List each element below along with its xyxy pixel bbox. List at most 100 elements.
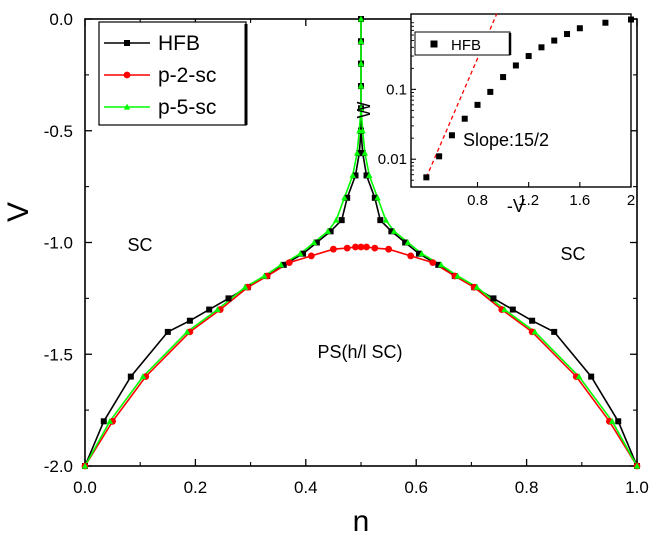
y-tick-label: 0.0	[49, 10, 73, 29]
data-point-HFB	[186, 317, 193, 324]
data-point-p-5-sc	[139, 373, 147, 380]
main-data-layer	[81, 15, 641, 470]
inset-x-tick-label: 2	[627, 192, 635, 209]
data-point-p-5-sc	[404, 239, 412, 246]
region-label-sc-left: SC	[127, 235, 152, 255]
data-point-HFB	[300, 250, 307, 257]
data-point-p-5-sc	[106, 417, 113, 424]
y-tick-label: -0.5	[44, 122, 73, 141]
x-tick-label: 0.6	[404, 478, 428, 497]
data-point-HFB	[327, 228, 334, 235]
data-point-HFB	[100, 418, 107, 425]
inset-y-tick-label: 0.01	[378, 151, 407, 168]
inset-data-point	[628, 16, 634, 23]
inset-legend-label: HFB	[451, 37, 481, 54]
inset-data-point	[564, 31, 571, 38]
data-point-HFB	[359, 150, 366, 157]
data-point-p-5-sc	[454, 272, 461, 279]
data-point-HFB	[164, 328, 171, 335]
legend-label-p-5-sc: p-5-sc	[158, 96, 216, 119]
data-point-HFB	[280, 261, 287, 268]
inset-y-axis-title: W	[354, 102, 374, 119]
data-point-p-5-sc	[575, 373, 583, 380]
data-point-HFB	[377, 217, 384, 224]
inset-data-point	[602, 19, 609, 26]
data-point-HFB	[363, 172, 370, 179]
data-point-HFB	[615, 418, 622, 425]
data-point-p-5-sc	[357, 82, 365, 89]
data-point-p-5-sc	[437, 261, 445, 268]
region-label-sc-right: SC	[560, 244, 585, 264]
data-point-p-5-sc	[357, 104, 365, 111]
data-point-p-2-sc	[343, 244, 351, 252]
data-point-p-5-sc	[473, 283, 481, 290]
data-point-p-5-sc	[277, 261, 285, 268]
inset-y-tick-label: 0.1	[386, 81, 407, 98]
data-point-p-5-sc	[261, 272, 268, 279]
legend-marker-p-5-sc	[123, 103, 131, 110]
data-point-HFB	[352, 172, 359, 179]
y-tick-label: -2.0	[44, 457, 73, 476]
y-tick-label: -1.0	[44, 234, 73, 253]
legend-label-p-2-sc: p-2-sc	[158, 64, 216, 87]
inset-data-point	[461, 115, 468, 122]
data-point-HFB	[344, 194, 351, 201]
inset-x-axis-title: -V	[507, 196, 525, 216]
data-point-HFB	[529, 317, 536, 324]
inset-x-tick-label: 0.8	[467, 192, 488, 209]
data-point-p-2-sc	[307, 252, 315, 260]
data-point-p-5-sc	[531, 328, 539, 335]
data-point-p-5-sc	[349, 172, 356, 179]
inset-x-tick-label: 1.6	[569, 192, 590, 209]
data-point-p-5-sc	[353, 149, 361, 156]
x-axis-title: n	[353, 505, 370, 535]
data-point-p-2-sc	[285, 259, 293, 267]
data-point-HFB	[206, 306, 213, 313]
data-point-p-2-sc	[407, 252, 415, 260]
data-point-p-2-sc	[352, 243, 359, 251]
data-point-HFB	[490, 295, 497, 302]
inset-legend-marker	[430, 40, 438, 48]
data-point-HFB	[388, 228, 395, 235]
data-point-p-5-sc	[214, 306, 221, 313]
data-point-HFB	[509, 306, 516, 313]
main-labels: SC SC PS(h/l SC)	[127, 235, 585, 362]
data-point-HFB	[338, 217, 345, 224]
x-tick-label: 0.2	[184, 478, 208, 497]
data-point-p-2-sc	[385, 245, 392, 253]
main-legend: HFB p-2-sc p-5-sc	[98, 21, 248, 126]
inset-data-point	[538, 44, 545, 51]
inset-data-point	[512, 62, 519, 69]
data-point-p-5-sc	[81, 462, 89, 469]
data-point-p-2-sc	[357, 243, 365, 251]
inset-x-tick-label: 1.2	[518, 192, 539, 209]
data-point-p-5-sc	[310, 239, 318, 246]
data-point-HFB	[127, 373, 134, 380]
data-point-p-5-sc	[241, 283, 249, 290]
data-point-p-2-sc	[363, 243, 370, 251]
data-point-p-5-sc	[382, 216, 389, 223]
inset-data-point	[436, 153, 443, 160]
inset-data-point	[487, 88, 494, 95]
data-point-p-5-sc	[357, 60, 365, 67]
data-point-HFB	[313, 239, 320, 246]
data-point-p-5-sc	[333, 216, 340, 223]
x-tick-label: 0.4	[294, 478, 318, 497]
data-point-p-5-sc	[357, 37, 365, 44]
data-point-HFB	[415, 250, 422, 257]
data-point-p-5-sc	[633, 462, 641, 469]
inset-plot: 0.8 1.2 1.6 2 0.01 0.1 -V W HFB Slope:15/2	[354, 13, 635, 216]
data-point-p-5-sc	[609, 417, 616, 424]
inset-data-point	[500, 74, 507, 81]
data-point-p-5-sc	[418, 250, 425, 257]
data-point-p-5-sc	[183, 328, 191, 335]
region-label-ps: PS(h/l SC)	[317, 342, 402, 362]
data-point-p-5-sc	[297, 250, 304, 257]
y-tick-label: -1.5	[44, 345, 73, 364]
data-point-p-5-sc	[341, 194, 348, 201]
data-point-HFB	[435, 261, 442, 268]
x-tick-label: 0.0	[73, 478, 97, 497]
data-point-HFB	[225, 295, 232, 302]
